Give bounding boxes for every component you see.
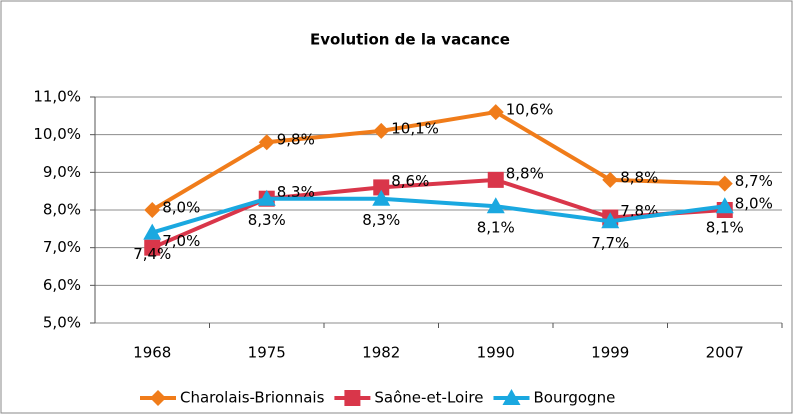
point — [601, 212, 620, 229]
data-label: 7,0% — [162, 232, 200, 250]
data-label: 8,0% — [162, 199, 200, 217]
series-line — [151, 177, 725, 250]
data-label: 10,6% — [506, 101, 554, 119]
point — [144, 202, 161, 218]
point — [372, 189, 391, 206]
point — [258, 134, 275, 151]
data-label: 8,1% — [706, 219, 744, 237]
point — [373, 122, 390, 139]
y-tick-label: 8,0% — [43, 201, 81, 219]
data-label: 8,6% — [391, 172, 429, 190]
chart-title: Evolution de la vacance — [310, 31, 510, 49]
data-label: 9,8% — [277, 131, 315, 149]
point — [150, 390, 166, 406]
data-label: 10,1% — [391, 119, 439, 137]
data-label: 8,8% — [620, 168, 658, 186]
series-line — [151, 109, 725, 212]
point — [502, 389, 521, 405]
y-tick-label: 5,0% — [43, 314, 81, 332]
point — [715, 197, 734, 214]
x-tick-label: 2007 — [706, 344, 744, 362]
y-tick-label: 9,0% — [43, 163, 81, 181]
legend-label: Bourgogne — [533, 389, 615, 407]
legend-label: Saône-et-Loire — [374, 389, 483, 407]
data-label: 7,4% — [133, 245, 171, 263]
point — [143, 223, 162, 240]
point — [144, 239, 161, 256]
data-label: 8,3% — [248, 211, 286, 229]
y-tick-label: 7,0% — [43, 238, 81, 256]
x-tick-label: 1999 — [591, 344, 629, 362]
y-tick-label: 11,0% — [33, 88, 81, 106]
x-tick-label: 1990 — [477, 344, 515, 362]
data-label: 8,0% — [735, 195, 773, 213]
point — [373, 179, 390, 196]
point — [716, 175, 733, 192]
point — [487, 171, 504, 188]
point — [602, 171, 619, 188]
x-tick-label: 1982 — [362, 344, 400, 362]
point — [486, 197, 505, 214]
data-label: 7,7% — [591, 234, 629, 252]
data-label: 8,7% — [735, 172, 773, 190]
legend-label: Charolais-Brionnais — [180, 389, 325, 407]
point — [257, 189, 276, 206]
point — [344, 390, 361, 406]
y-tick-label: 6,0% — [43, 276, 81, 294]
data-label: 8,3% — [362, 211, 400, 229]
series-line — [151, 196, 726, 235]
x-tick-label: 1968 — [133, 344, 171, 362]
point — [487, 104, 504, 121]
y-tick-label: 10,0% — [33, 125, 81, 143]
data-label: 8,1% — [477, 219, 515, 237]
x-tick-label: 1975 — [248, 344, 286, 362]
data-label: 8,8% — [506, 164, 544, 182]
